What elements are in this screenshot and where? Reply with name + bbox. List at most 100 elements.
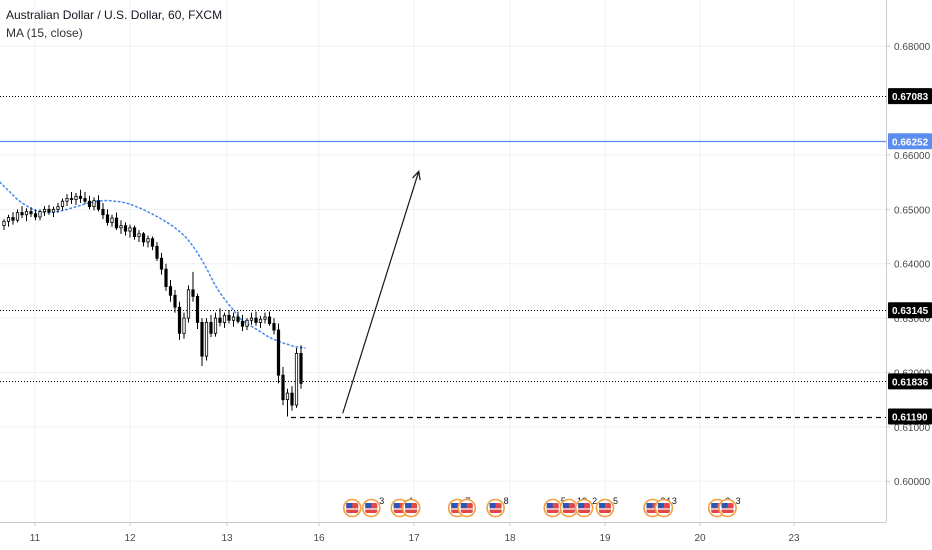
candle-body [290,392,294,406]
candle-body [272,323,276,331]
candle-body [78,195,83,199]
candle-body [83,198,87,202]
candle-body [110,217,114,223]
candle-body [132,227,137,237]
candle-body [51,208,56,213]
event-flag-icon[interactable] [401,498,421,518]
candle-body [168,286,173,296]
candle-body [267,316,272,324]
time-axis[interactable]: 11 12 13 16 17 18 19 20 23 [0,522,886,550]
candle-body [92,200,96,208]
event-count: 5 [613,496,618,506]
candle-body [222,314,227,323]
event-flag-canton [562,503,569,508]
candle-body [263,316,267,320]
candle-body [218,317,222,323]
economic-events-row[interactable]: 34785122534323 [342,496,741,518]
candle-body [299,353,303,384]
candle-body [240,320,245,327]
candle-body [123,225,128,232]
candle-body [249,317,254,321]
candle-body [231,316,236,321]
candle-body [42,208,47,212]
event-flag-canton [646,503,653,508]
price-level-label: 0.63145 [892,306,929,317]
event-flag-icon[interactable]: 8 [486,496,509,518]
candle-body [258,318,263,323]
candle-body [105,214,110,223]
event-flag-icon[interactable]: 2 [574,496,598,518]
time-tick-label: 17 [408,533,420,544]
event-flag-canton [393,503,400,508]
event-flag-icon[interactable] [342,498,362,518]
time-tick-label: 16 [313,533,325,544]
price-level-badge[interactable] [888,133,932,150]
price-tick-label: 0.65000 [894,205,931,216]
time-tick-label: 11 [30,533,41,544]
event-count: 3 [672,496,677,506]
price-level-badge[interactable] [888,302,932,319]
candle-body [87,200,92,208]
candle-body [96,200,101,210]
candle-body [24,211,29,216]
event-flag-canton [599,503,605,508]
candle-body [276,329,281,376]
candle-body [254,317,258,323]
event-flag-icon[interactable]: 3 [718,496,741,518]
candle-body [209,322,213,334]
candle-body [200,322,204,357]
event-flag-icon[interactable]: 5 [595,496,619,518]
candle-body [191,289,195,297]
candle-body [146,238,150,243]
arrow-head-icon[interactable] [412,169,421,181]
candle-body [47,208,51,213]
event-count: 8 [504,496,509,506]
candle-body [60,200,65,208]
indicator-legend: MA (15, close) [6,26,83,40]
grid-lines [0,0,886,522]
price-level-badge[interactable] [888,373,932,390]
ma-line [0,181,306,349]
price-tick-label: 0.68000 [894,42,931,53]
candle-body [245,319,249,327]
horizontal-levels [0,96,886,419]
price-axis[interactable]: 0.600000.610000.620000.630000.640000.650… [886,0,932,550]
time-tick-label: 12 [124,533,136,544]
candle-body [159,257,164,270]
event-flag-canton [489,503,496,508]
price-level-label: 0.61836 [892,377,929,388]
event-flag-icon[interactable]: 3 [654,496,677,518]
event-count: 3 [379,496,384,506]
price-level-badge[interactable] [888,88,932,105]
price-tick-label: 0.60000 [894,477,931,488]
candle-body [15,212,20,221]
drawing-annotations[interactable] [342,169,421,414]
candle-body [182,317,186,334]
time-tick-label: 19 [599,533,611,544]
candle-body [56,206,60,210]
event-flag-icon[interactable]: 3 [361,496,385,518]
candle-body [74,195,78,200]
candle-body [119,225,123,229]
candle-body [65,198,69,202]
price-level-badge[interactable] [888,408,932,425]
candle-body [69,198,74,200]
candle-body [114,217,119,229]
event-flag-icon[interactable] [457,498,477,518]
event-flag-canton [711,503,718,508]
price-level-label: 0.61190 [892,413,928,424]
candle-body [195,295,200,323]
candle-body [128,227,132,232]
time-tick-label: 20 [694,533,706,544]
price-axis-bg [886,0,932,550]
price-tick-label: 0.66000 [894,151,931,162]
candle-body [177,306,182,334]
candle-body [33,213,38,218]
event-flag-canton [578,503,585,508]
trend-arrow-line[interactable] [342,171,420,414]
event-flag-icon[interactable]: 5 [543,496,566,518]
candle-body [186,289,191,319]
moving-average-line [0,181,306,349]
candle-body [29,211,33,215]
